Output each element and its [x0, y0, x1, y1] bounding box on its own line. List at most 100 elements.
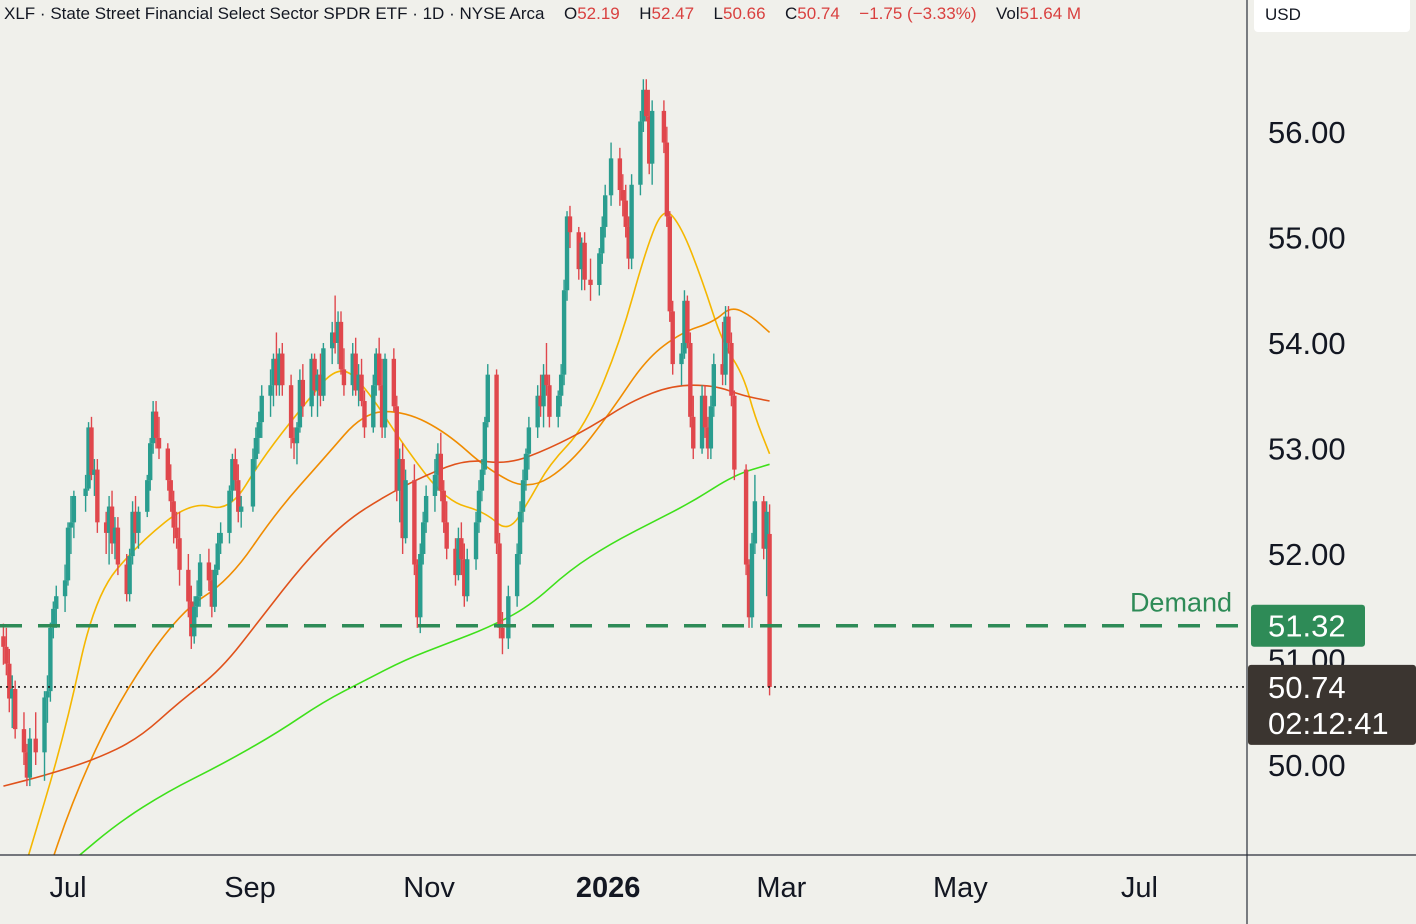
candle-body [476, 490, 482, 523]
candle-body [106, 506, 112, 533]
candle-body [376, 353, 382, 386]
candle-body [626, 226, 631, 259]
candle-body [473, 522, 479, 560]
legend-separator: · [39, 4, 51, 23]
price-tick-label: 56.00 [1268, 115, 1346, 150]
legend-name: State Street Financial Select Sector SPD… [50, 4, 408, 23]
candle [500, 612, 505, 655]
legend-symbol[interactable]: XLF [4, 4, 36, 23]
candle-body [280, 353, 285, 386]
price-tick-label: 54.00 [1268, 326, 1346, 361]
candle [136, 506, 141, 549]
candle-body [227, 490, 232, 533]
candle [209, 569, 215, 618]
candle-body [764, 511, 769, 549]
candle [332, 295, 338, 354]
candle [547, 374, 552, 428]
candle-body [382, 358, 388, 428]
candle [494, 369, 499, 554]
candle [127, 548, 132, 602]
candle [218, 522, 223, 554]
candle [702, 385, 708, 438]
candle-body [664, 142, 670, 217]
candle [641, 79, 646, 132]
candle [647, 89, 652, 175]
candle [33, 712, 38, 765]
candle [1, 623, 6, 665]
candle-body [156, 437, 162, 449]
candle-body [356, 374, 361, 391]
candle [564, 211, 570, 301]
candle-body [743, 469, 749, 565]
candle [12, 680, 18, 739]
candle-body [186, 569, 191, 602]
candle [359, 358, 364, 407]
candle-body [268, 385, 273, 396]
candle-body [177, 538, 182, 570]
currency-selector[interactable]: USD [1254, 0, 1410, 32]
candle-body [329, 332, 335, 349]
legend-interval[interactable]: 1D [422, 4, 445, 23]
candle-body [321, 348, 326, 396]
candle [382, 353, 388, 438]
candle-body [127, 556, 132, 595]
candle-body [705, 427, 711, 449]
candle-body [588, 279, 593, 285]
candle-body [638, 121, 643, 185]
candle [682, 290, 687, 359]
candle [71, 490, 77, 539]
candle-body [649, 110, 655, 164]
candle-body [194, 596, 200, 607]
candle-body [24, 752, 30, 778]
candle-body [617, 158, 623, 191]
legend-high-value: 52.47 [651, 4, 695, 23]
candle [415, 559, 420, 628]
candle [250, 448, 256, 512]
candle [761, 495, 766, 560]
candle-body [54, 596, 59, 609]
candle [353, 337, 358, 396]
candle [576, 226, 581, 280]
candle-body [465, 559, 470, 597]
candle-body [720, 364, 725, 375]
price-tick-label: 53.00 [1268, 432, 1346, 467]
candle-body [153, 411, 159, 438]
legend-separator: · [449, 4, 460, 23]
demand-price-label: 51.32 [1268, 609, 1346, 644]
candle [206, 548, 212, 591]
candle-body [538, 395, 543, 407]
ma-yellow-line [27, 212, 771, 855]
candle-body [600, 226, 605, 254]
candle [629, 174, 634, 270]
candle-body [597, 253, 602, 285]
candle [27, 728, 33, 787]
candle [24, 743, 30, 787]
candle [341, 348, 347, 396]
candle [456, 527, 461, 581]
candle [7, 648, 12, 713]
ma-green-line [78, 463, 770, 855]
candle [294, 422, 300, 465]
candle-body [644, 89, 649, 117]
demand-price-badge [1251, 604, 1365, 647]
candle [62, 564, 68, 613]
last-price-badge [1248, 664, 1416, 745]
candle-body [403, 480, 408, 539]
candle-body [350, 353, 355, 386]
symbol-legend: XLF · State Street Financial Select Sect… [4, 4, 1081, 24]
candle-body [27, 738, 33, 778]
candle [582, 232, 587, 291]
candle-body [21, 729, 27, 753]
candle [277, 348, 282, 396]
candle-body [62, 580, 68, 597]
candle [608, 142, 614, 206]
candle-body [335, 321, 341, 343]
candle-body [397, 459, 402, 491]
candle [10, 675, 15, 729]
candle [711, 353, 717, 417]
candle [520, 469, 526, 523]
candle-body [497, 543, 502, 628]
candle [746, 559, 752, 628]
